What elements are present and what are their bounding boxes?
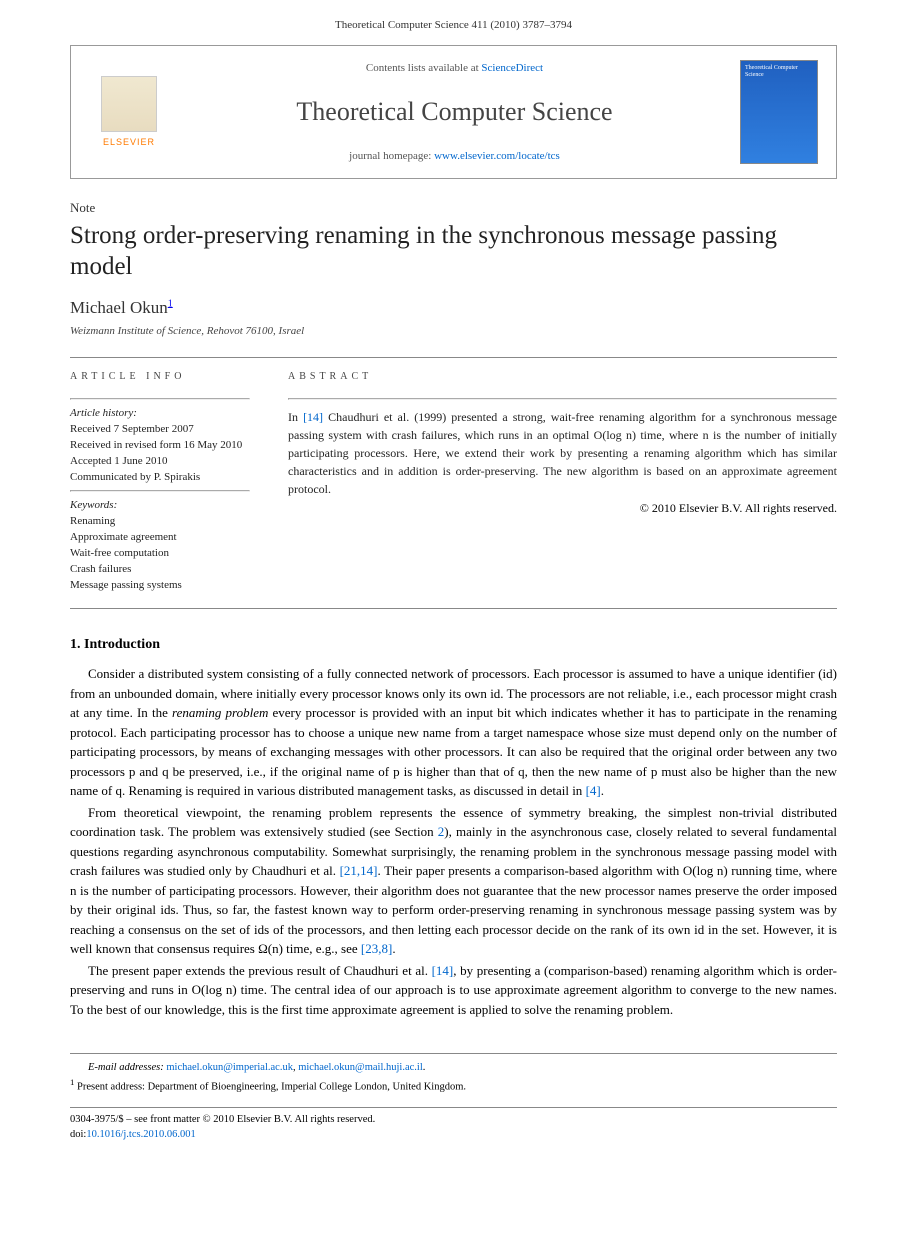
journal-name: Theoretical Computer Science	[169, 94, 740, 130]
history-block: Article history: Received 7 September 20…	[70, 406, 250, 486]
rule-bottom	[70, 608, 837, 609]
doi-label: doi:	[70, 1129, 86, 1140]
article-title: Strong order-preserving renaming in the …	[70, 220, 837, 283]
homepage-line: journal homepage: www.elsevier.com/locat…	[169, 149, 740, 164]
keyword-item: Renaming	[70, 514, 250, 530]
sciencedirect-link[interactable]: ScienceDirect	[481, 62, 543, 74]
article-info-col: ARTICLE INFO Article history: Received 7…	[70, 358, 270, 593]
affiliation: Weizmann Institute of Science, Rehovot 7…	[70, 324, 837, 339]
keyword-item: Message passing systems	[70, 578, 250, 594]
cover-title: Theoretical Computer Science	[745, 65, 813, 78]
author-name: Michael Okun1	[70, 296, 837, 320]
ref-link[interactable]: [14]	[432, 963, 454, 978]
paragraph: Consider a distributed system consisting…	[70, 664, 837, 801]
article-content: Note Strong order-preserving renaming in…	[0, 199, 907, 1142]
bottom-bar: 0304-3975/$ – see front matter © 2010 El…	[70, 1107, 837, 1142]
abstract-heading: ABSTRACT	[288, 358, 837, 394]
paragraph: From theoretical viewpoint, the renaming…	[70, 803, 837, 959]
p1-ital: renaming problem	[172, 705, 268, 720]
info-abstract-row: ARTICLE INFO Article history: Received 7…	[70, 358, 837, 593]
main-body: 1. Introduction Consider a distributed s…	[70, 635, 837, 1020]
contents-line: Contents lists available at ScienceDirec…	[169, 61, 740, 76]
ref-link[interactable]: [23,8]	[361, 941, 392, 956]
communicated-by: Communicated by P. Spirakis	[70, 470, 250, 486]
abstract-part1: In	[288, 410, 303, 424]
contents-prefix: Contents lists available at	[366, 62, 481, 74]
abstract-rule	[288, 398, 837, 400]
footnotes: E-mail addresses: michael.okun@imperial.…	[70, 1053, 837, 1095]
journal-cover-thumbnail: Theoretical Computer Science	[740, 60, 818, 164]
issn-line: 0304-3975/$ – see front matter © 2010 El…	[70, 1112, 837, 1127]
author-text: Michael Okun	[70, 298, 168, 317]
p3-a: The present paper extends the previous r…	[88, 963, 432, 978]
paragraph: The present paper extends the previous r…	[70, 961, 837, 1020]
email-footnote: E-mail addresses: michael.okun@imperial.…	[70, 1060, 837, 1076]
ref-link[interactable]: [14]	[303, 410, 323, 424]
revised-date: Received in revised form 16 May 2010	[70, 438, 250, 454]
present-address-text: Present address: Department of Bioengine…	[74, 1081, 466, 1092]
author-footnote-link[interactable]: 1	[168, 298, 173, 309]
abstract-part2: Chaudhuri et al. (1999) presented a stro…	[288, 410, 837, 496]
keyword-item: Wait-free computation	[70, 546, 250, 562]
email-end: .	[423, 1062, 426, 1073]
homepage-link[interactable]: www.elsevier.com/locate/tcs	[434, 150, 560, 162]
doi-link[interactable]: 10.1016/j.tcs.2010.06.001	[86, 1129, 195, 1140]
elsevier-tree-icon	[101, 76, 157, 132]
ref-link[interactable]: [21,14]	[340, 863, 378, 878]
keywords-block: Keywords: Renaming Approximate agreement…	[70, 498, 250, 594]
running-header: Theoretical Computer Science 411 (2010) …	[0, 0, 907, 45]
present-address-footnote: 1 Present address: Department of Bioengi…	[70, 1076, 837, 1095]
keyword-item: Crash failures	[70, 562, 250, 578]
keywords-label: Keywords:	[70, 498, 250, 514]
info-rule-1	[70, 398, 250, 400]
accepted-date: Accepted 1 June 2010	[70, 454, 250, 470]
doi-line: doi:10.1016/j.tcs.2010.06.001	[70, 1127, 837, 1142]
p1-c: .	[601, 783, 604, 798]
received-date: Received 7 September 2007	[70, 422, 250, 438]
elsevier-logo: ELSEVIER	[89, 76, 169, 149]
abstract-text: In [14] Chaudhuri et al. (1999) presente…	[288, 408, 837, 498]
journal-banner: ELSEVIER Contents lists available at Sci…	[70, 45, 837, 179]
note-label: Note	[70, 199, 837, 217]
article-info-heading: ARTICLE INFO	[70, 358, 250, 394]
ref-link[interactable]: [4]	[586, 783, 601, 798]
elsevier-label: ELSEVIER	[103, 136, 155, 149]
p2-d: .	[392, 941, 395, 956]
history-label: Article history:	[70, 406, 250, 422]
copyright-line: © 2010 Elsevier B.V. All rights reserved…	[288, 500, 837, 517]
homepage-prefix: journal homepage:	[349, 150, 434, 162]
section-heading-intro: 1. Introduction	[70, 635, 837, 655]
abstract-col: ABSTRACT In [14] Chaudhuri et al. (1999)…	[270, 358, 837, 593]
banner-center: Contents lists available at ScienceDirec…	[169, 61, 740, 164]
email-link[interactable]: michael.okun@mail.huji.ac.il	[298, 1062, 423, 1073]
email-link[interactable]: michael.okun@imperial.ac.uk	[166, 1062, 293, 1073]
keyword-item: Approximate agreement	[70, 530, 250, 546]
email-label: E-mail addresses:	[88, 1062, 164, 1073]
info-rule-2	[70, 490, 250, 492]
